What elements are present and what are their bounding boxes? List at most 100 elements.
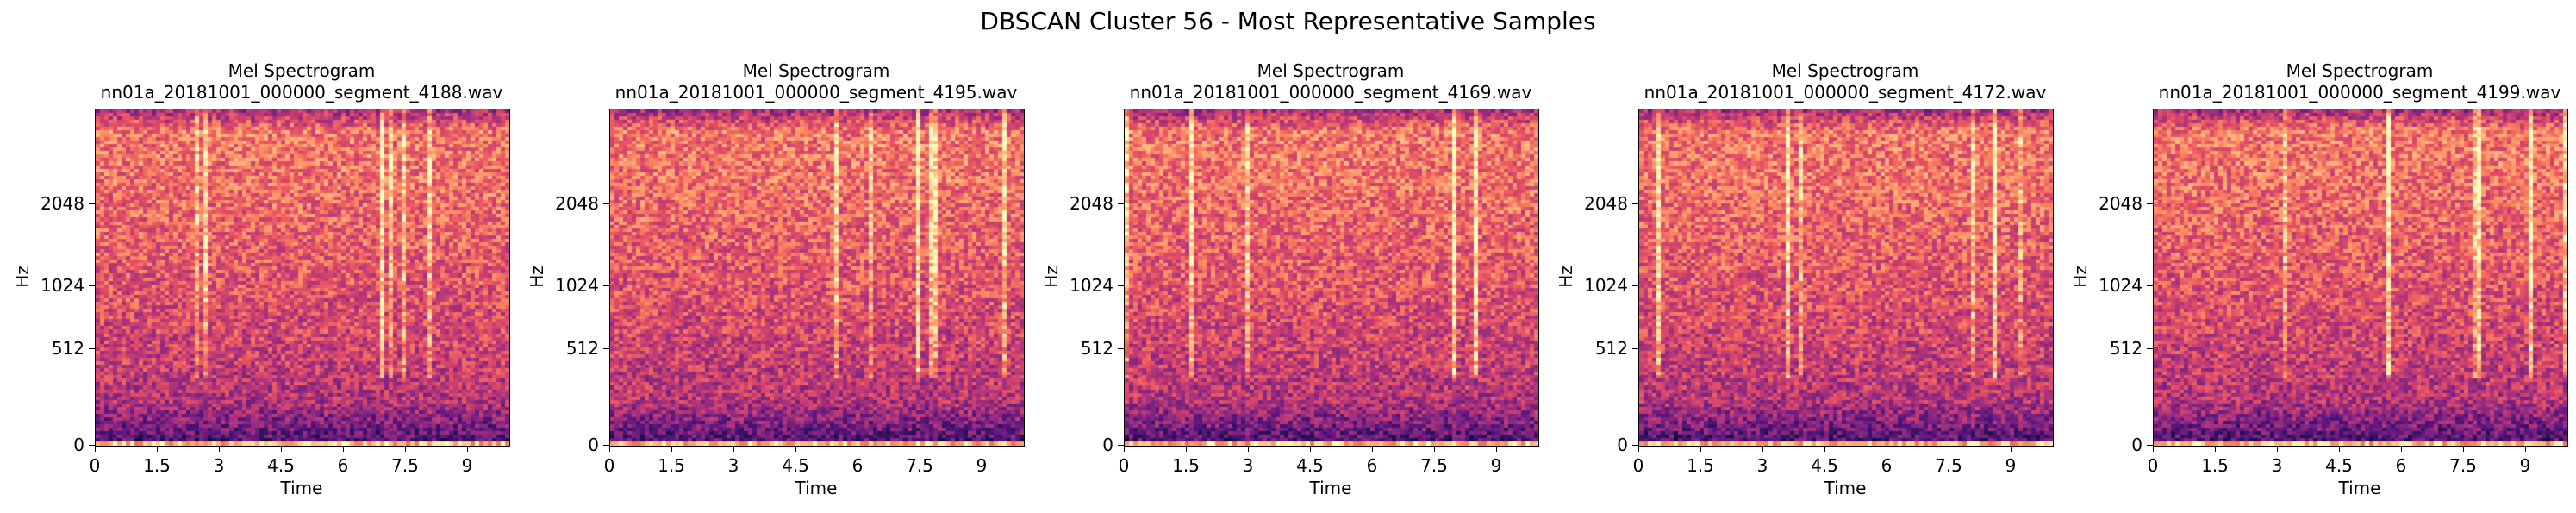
x-tick-mark	[2463, 446, 2464, 452]
y-tick-label: 0	[2131, 435, 2143, 455]
x-axis-label: Time	[1824, 478, 1867, 498]
x-tick-label: 3	[1242, 455, 1254, 476]
x-tick-mark	[2277, 446, 2278, 452]
x-tick-label: 6	[1881, 455, 1893, 476]
x-tick-label: 3	[213, 455, 225, 476]
y-tick-label: 2048	[41, 192, 84, 214]
spectrogram-panel: Mel Spectrogram nn01a_20181001_000000_se…	[1544, 0, 2054, 513]
x-tick-label: 1.5	[1687, 455, 1714, 476]
y-tick-label: 0	[1617, 435, 1628, 455]
y-axis-label: Hz	[1041, 266, 1062, 288]
y-tick-label: 2048	[1070, 192, 1113, 214]
x-tick-label: 9	[1490, 455, 1502, 476]
spectrogram-image	[2154, 109, 2567, 446]
x-tick-label: 0	[2147, 455, 2159, 476]
x-tick-mark	[1824, 446, 1825, 452]
y-tick-label: 1024	[2099, 275, 2143, 297]
x-tick-label: 6	[1366, 455, 1378, 476]
x-tick-label: 6	[2395, 455, 2407, 476]
y-tick-mark	[2147, 347, 2153, 349]
subplot-title: Mel Spectrogram nn01a_20181001_000000_se…	[614, 60, 1018, 103]
spectrogram-panel: Mel Spectrogram nn01a_20181001_000000_se…	[2058, 0, 2568, 513]
x-tick-label: 4.5	[1811, 455, 1838, 476]
x-tick-label: 4.5	[782, 455, 809, 476]
spectrogram-panel: Mel Spectrogram nn01a_20181001_000000_se…	[0, 0, 510, 513]
x-axis-label: Time	[795, 478, 838, 498]
y-tick-mark	[1632, 445, 1638, 446]
y-tick-label: 512	[2109, 337, 2143, 359]
y-tick-mark	[1632, 347, 1638, 349]
x-tick-mark	[1186, 446, 1187, 452]
y-axis-label: Hz	[12, 266, 33, 288]
x-tick-mark	[405, 446, 406, 452]
spectrogram-heatmap	[1124, 109, 1539, 447]
subplot-title: Mel Spectrogram nn01a_20181001_000000_se…	[100, 60, 503, 103]
x-tick-label: 0	[89, 455, 101, 476]
x-tick-label: 9	[976, 455, 988, 476]
y-tick-mark	[2147, 445, 2153, 446]
y-tick-label: 1024	[41, 275, 84, 297]
x-tick-label: 3	[1756, 455, 1768, 476]
x-tick-label: 0	[1118, 455, 1130, 476]
x-tick-mark	[1638, 446, 1639, 452]
subplot-title: Mel Spectrogram nn01a_20181001_000000_se…	[1644, 60, 2047, 103]
x-axis-label: Time	[280, 478, 323, 498]
y-tick-mark	[1632, 285, 1638, 287]
y-tick-label: 512	[51, 337, 84, 359]
y-tick-label: 2048	[2099, 192, 2143, 214]
subplot-title: Mel Spectrogram nn01a_20181001_000000_se…	[2158, 60, 2561, 103]
y-axis-label: Hz	[2070, 266, 2091, 288]
y-tick-label: 1024	[1584, 275, 1628, 297]
figure-title: DBSCAN Cluster 56 - Most Representative …	[980, 7, 1596, 35]
y-tick-mark	[1118, 203, 1124, 204]
y-tick-label: 2048	[555, 192, 599, 214]
y-tick-mark	[2147, 285, 2153, 287]
x-tick-label: 9	[461, 455, 473, 476]
x-tick-mark	[1700, 446, 1701, 452]
x-tick-mark	[2153, 446, 2154, 452]
y-tick-label: 1024	[555, 275, 599, 297]
x-tick-label: 1.5	[2201, 455, 2229, 476]
spectrogram-panel: Mel Spectrogram nn01a_20181001_000000_se…	[1029, 0, 1539, 513]
x-tick-mark	[2401, 446, 2402, 452]
spectrogram-image	[610, 109, 1024, 446]
x-tick-mark	[1496, 446, 1497, 452]
spectrogram-heatmap	[609, 109, 1025, 447]
x-tick-label: 7.5	[1420, 455, 1448, 476]
x-tick-mark	[1248, 446, 1249, 452]
x-tick-label: 7.5	[391, 455, 419, 476]
spectrogram-panel: Mel Spectrogram nn01a_20181001_000000_se…	[515, 0, 1025, 513]
x-tick-label: 4.5	[267, 455, 295, 476]
spectrogram-image	[1125, 109, 1538, 446]
x-tick-mark	[219, 446, 220, 452]
spectrogram-heatmap	[1638, 109, 2054, 447]
y-tick-label: 512	[1080, 337, 1113, 359]
y-tick-mark	[89, 203, 95, 204]
y-tick-mark	[1118, 445, 1124, 446]
y-tick-mark	[89, 347, 95, 349]
x-axis-label: Time	[1309, 478, 1352, 498]
y-tick-mark	[603, 285, 609, 287]
x-tick-mark	[1124, 446, 1125, 452]
y-tick-label: 512	[565, 337, 599, 359]
y-tick-mark	[1632, 203, 1638, 204]
y-tick-label: 0	[1102, 435, 1113, 455]
spectrogram-heatmap	[2153, 109, 2568, 447]
spectrogram-heatmap	[95, 109, 510, 447]
spectrogram-image	[96, 109, 509, 446]
x-tick-label: 1.5	[1172, 455, 1200, 476]
spectrogram-image	[1639, 109, 2053, 446]
y-tick-mark	[2147, 203, 2153, 204]
x-tick-label: 0	[1632, 455, 1644, 476]
x-tick-mark	[2011, 446, 2012, 452]
y-axis-label: Hz	[1556, 266, 1576, 288]
x-tick-mark	[2339, 446, 2340, 452]
x-tick-mark	[671, 446, 672, 452]
y-tick-label: 512	[1594, 337, 1628, 359]
y-axis-label: Hz	[527, 266, 547, 288]
x-tick-mark	[467, 446, 468, 452]
y-tick-mark	[89, 285, 95, 287]
x-tick-mark	[795, 446, 796, 452]
y-tick-mark	[1118, 285, 1124, 287]
x-tick-label: 9	[2005, 455, 2017, 476]
